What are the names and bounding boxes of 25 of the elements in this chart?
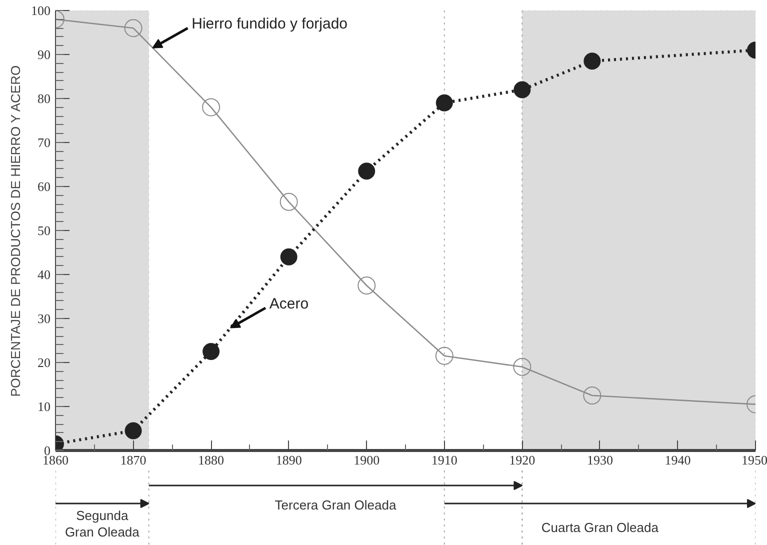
y-tick-label: 20	[38, 355, 50, 370]
y-tick-label: 70	[38, 135, 50, 150]
y-tick-label: 60	[38, 179, 50, 194]
text: Cuarta Gran Oleada	[541, 520, 660, 535]
annotation: Hierro fundido y forjado	[192, 16, 348, 32]
text: Segunda Gran Oleada	[64, 508, 140, 540]
x-tick-label: 1900	[354, 452, 380, 468]
x-tick-label: 1950	[742, 452, 767, 468]
x-tick-label: 1870	[120, 452, 146, 468]
y-tick-label: 50	[38, 223, 50, 238]
y-tick-label: 30	[38, 311, 50, 326]
x-tick-label: 1920	[509, 452, 536, 468]
text: Tercera Gran Oleada	[274, 498, 397, 512]
x-tick-label: 1880	[198, 452, 224, 468]
x-tick-label: 1940	[664, 452, 691, 468]
y-tick-label: 80	[38, 91, 50, 106]
y-tick-label: 100	[31, 3, 50, 18]
y-tick-label: 40	[38, 267, 50, 282]
y-tick-label: 90	[38, 47, 50, 62]
x-tick-label: 1930	[586, 452, 613, 468]
annotation: Acero	[269, 295, 309, 312]
y-axis-title: PORCENTAJE DE PRODUCTOS DE HIERRO Y ACERO	[8, 65, 23, 397]
y-tick-label: 10	[38, 399, 50, 414]
x-tick-label: 1910	[431, 452, 458, 468]
x-tick-label: 1890	[276, 452, 302, 468]
